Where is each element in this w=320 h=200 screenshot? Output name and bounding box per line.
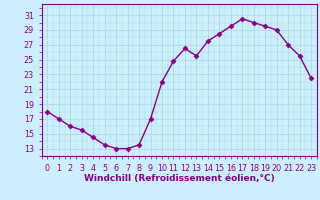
- X-axis label: Windchill (Refroidissement éolien,°C): Windchill (Refroidissement éolien,°C): [84, 174, 275, 183]
